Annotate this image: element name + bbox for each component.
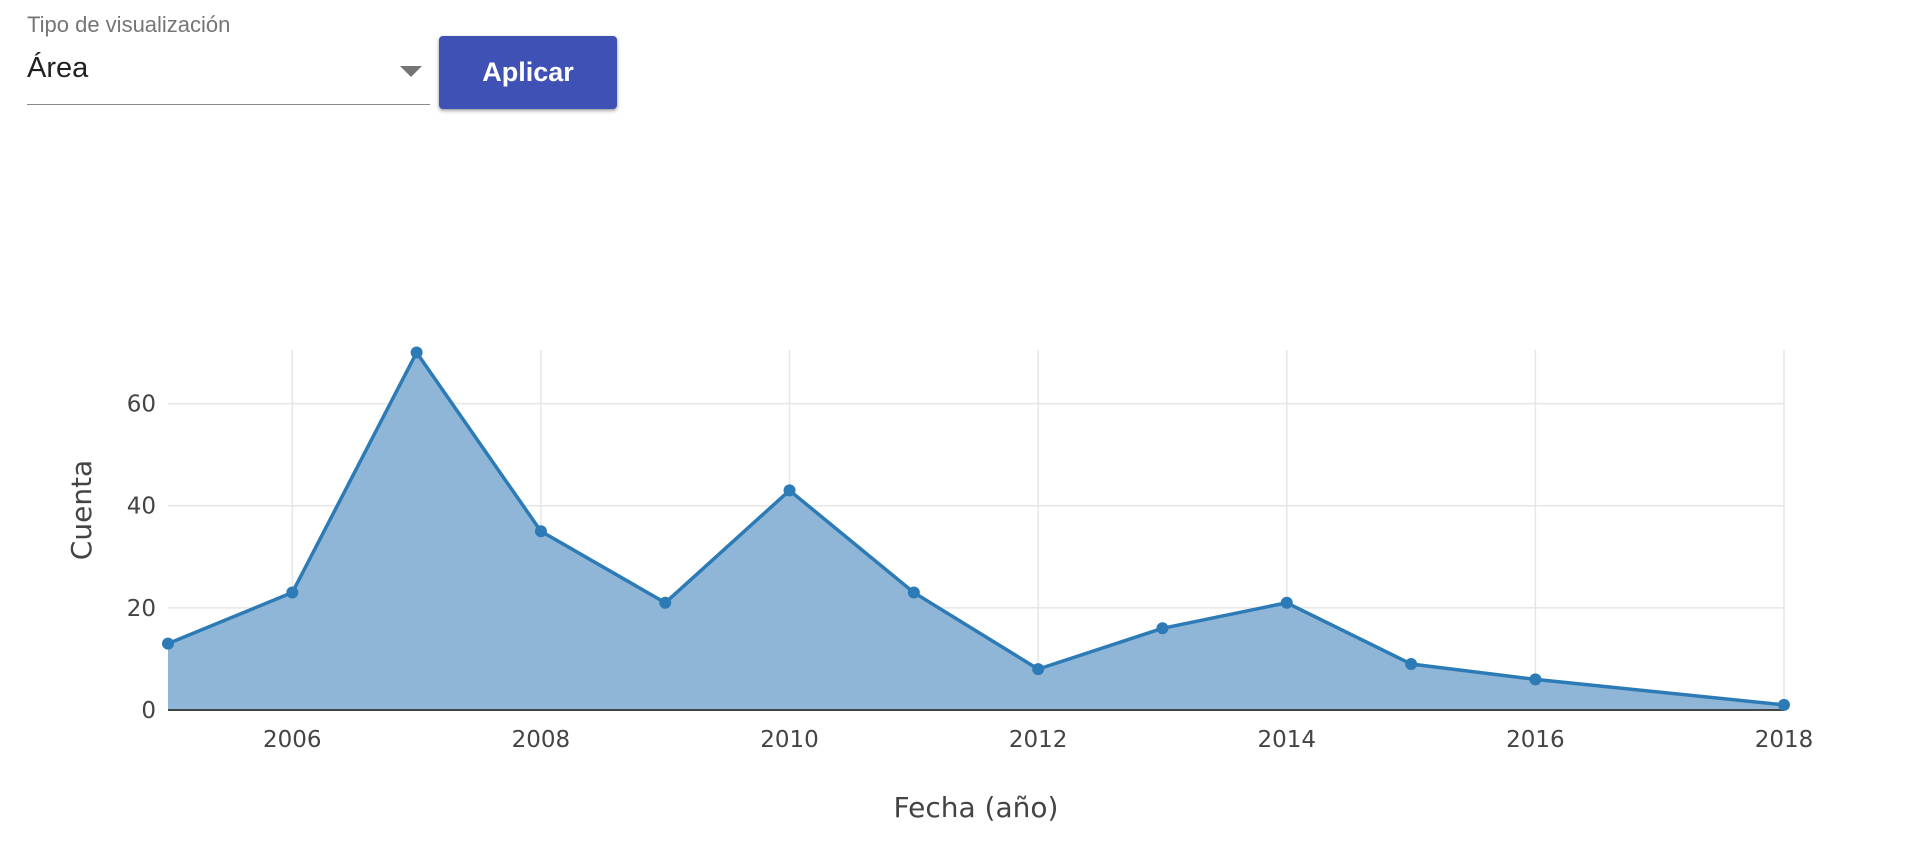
data-point[interactable]: [1778, 698, 1790, 711]
data-point[interactable]: [410, 346, 423, 359]
data-point[interactable]: [286, 586, 299, 599]
data-point[interactable]: [1032, 663, 1045, 676]
y-tick-label: 40: [127, 494, 156, 520]
data-point[interactable]: [1529, 673, 1542, 686]
data-markers: [162, 346, 1790, 711]
data-point[interactable]: [659, 596, 672, 609]
axis-labels: 2006 2008 2010 2012 2014 2016 2018 0 20 40 60 Fecha…: [65, 392, 1813, 824]
data-point[interactable]: [162, 637, 174, 650]
y-tick-label: 60: [127, 392, 156, 418]
controls-bar: Tipo de visualización Área Aplicar: [0, 0, 700, 120]
x-tick-label: 2006: [263, 727, 322, 753]
x-tick-label: 2012: [1009, 727, 1068, 753]
x-tick-label: 2010: [760, 727, 819, 753]
data-point[interactable]: [1280, 596, 1293, 609]
x-tick-label: 2016: [1506, 727, 1565, 753]
data-point[interactable]: [1405, 658, 1418, 671]
visualization-type-label: Tipo de visualización: [27, 12, 231, 37]
x-tick-label: 2014: [1257, 727, 1316, 753]
data-point[interactable]: [907, 586, 920, 599]
visualization-type-value: Área: [27, 52, 89, 84]
area-chart: 2006 2008 2010 2012 2014 2016 2018 0 20 40 60 Fecha…: [65, 346, 1813, 824]
data-point[interactable]: [1156, 622, 1169, 635]
y-tick-label: 20: [127, 596, 156, 622]
data-point[interactable]: [783, 484, 796, 497]
x-tick-label: 2018: [1755, 727, 1814, 753]
dropdown-arrow-icon: [400, 66, 422, 77]
y-axis-title: Cuenta: [65, 460, 98, 560]
visualization-type-select[interactable]: Área: [27, 48, 430, 105]
y-tick-label: 0: [141, 698, 156, 724]
area-layer: [167, 350, 1785, 710]
series-area: [168, 352, 1784, 710]
data-point[interactable]: [534, 525, 547, 538]
x-axis-title: Fecha (año): [894, 791, 1059, 824]
apply-button[interactable]: Aplicar: [439, 36, 617, 109]
x-tick-label: 2008: [512, 727, 571, 753]
